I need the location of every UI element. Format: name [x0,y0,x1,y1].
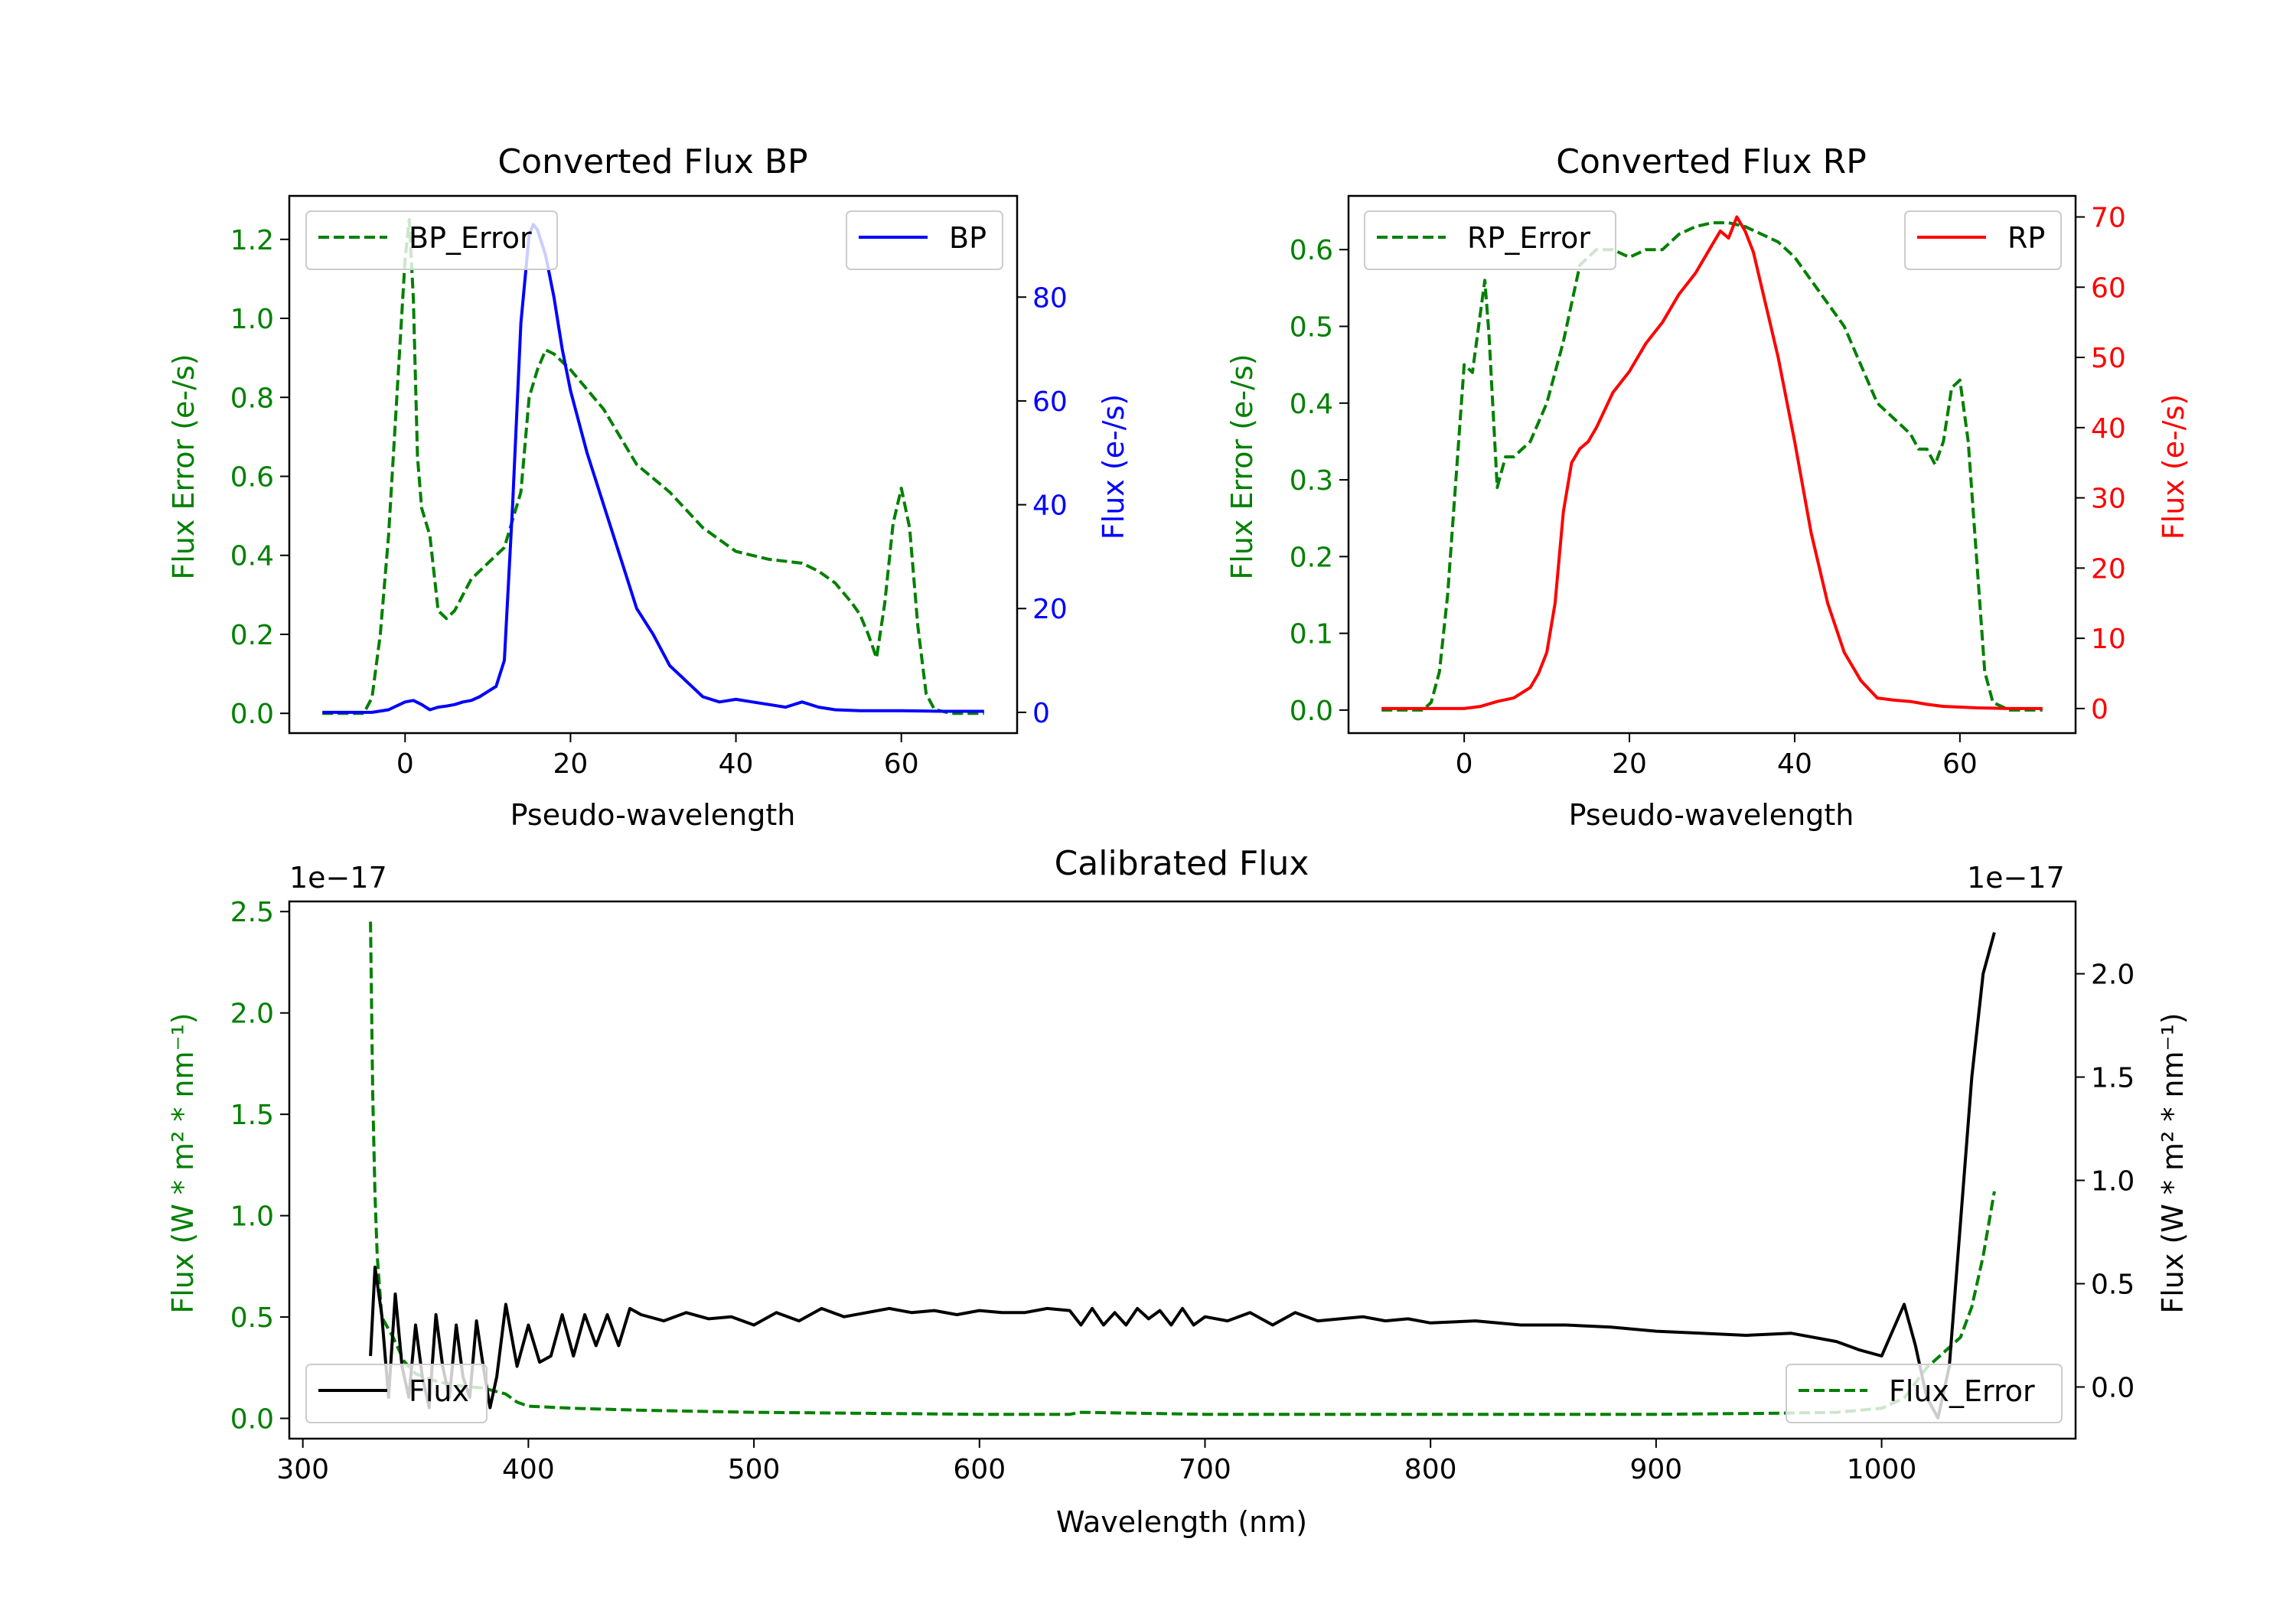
bp-series-bp-error-line [322,218,984,715]
rp-y-left-tick-label: 0.3 [1290,465,1333,497]
bp-x-tick-label: 60 [884,748,919,780]
rp-y-right-tick-label: 70 [2091,203,2126,234]
rp-y-right-tick-label: 50 [2091,343,2126,374]
rp-legend-right-label: RP [2007,221,2045,255]
bp-legend-left: BP_Error [305,210,558,270]
bp-legend-right: BP [846,210,1003,270]
bp-y-right-tick-label: 0 [1032,698,1050,729]
rp-y-left-tick-label: 0.2 [1290,542,1333,573]
cal-legend-left: Flux [305,1364,488,1423]
bp-x-tick-label: 40 [719,748,754,780]
bp-series-bp-line [322,223,984,714]
bp-y-right-tick-label: 40 [1032,491,1068,522]
rp-y-right-tick-label: 20 [2091,553,2126,585]
rp-x-tick-label: 60 [1942,748,1978,780]
cal-y-right-tick-label: 1.5 [2091,1063,2135,1094]
cal-y-left-tick-label: 1.5 [230,1100,274,1131]
rp-y-right-axis-label: Flux (e-/s) [2157,394,2190,539]
cal-y-left-tick-label: 1.0 [230,1201,274,1233]
cal-y-right-tick-label: 0.5 [2091,1270,2135,1301]
cal-x-tick-label: 600 [953,1454,1006,1485]
rp-x-axis-label: Pseudo-wavelength [1569,798,1854,832]
rp-x-tick-label: 20 [1612,748,1647,780]
cal-x-tick-label: 900 [1630,1454,1683,1485]
rp-y-right-tick-label: 40 [2091,413,2126,445]
cal-x-axis-label: Wavelength (nm) [1056,1505,1307,1539]
cal-y-left-tick-label: 0.0 [230,1404,274,1436]
bp-chart-title: Converted Flux BP [497,142,807,181]
rp-y-left-tick-label: 0.4 [1290,389,1333,420]
rp-y-right-tick-label: 10 [2091,624,2126,655]
rp-x-tick-label: 0 [1456,748,1473,780]
cal-plot-frame [288,900,2077,1440]
rp-legend-right: RP [1904,210,2062,270]
rp-series-rp-error-line [1381,221,2043,712]
bp-legend-right-label: BP [949,221,987,255]
bp-y-left-tick-label: 0.4 [230,541,274,572]
bp-x-tick-label: 0 [396,748,414,780]
cal-x-tick-label: 400 [502,1454,555,1485]
cal-y-left-tick-label: 2.0 [230,999,274,1030]
cal-y-left-tick-label: 2.5 [230,897,274,928]
cal-y-right-axis-label: Flux (W * m² * nm⁻¹) [2156,1012,2190,1313]
bp-y-left-tick-label: 0.8 [230,383,274,414]
rp-legend-left: RP_Error [1364,210,1616,270]
bp-x-axis-label: Pseudo-wavelength [510,798,796,832]
cal-y-right-tick-label: 0.0 [2091,1373,2135,1404]
bp-y-left-axis-label: Flux Error (e-/s) [167,354,201,579]
rp-y-right-tick-label: 0 [2091,694,2108,725]
cal-legend-right-label: Flux_Error [1889,1374,2035,1408]
bp-y-right-tick-label: 60 [1032,386,1068,418]
rp-legend-left-label: RP_Error [1467,221,1590,255]
rp-y-left-tick-label: 0.5 [1290,311,1333,343]
bp-plot-frame [288,194,1019,735]
cal-x-tick-label: 800 [1404,1454,1457,1485]
bp-y-left-tick-label: 0.6 [230,461,274,493]
cal-x-tick-label: 700 [1179,1454,1231,1485]
rp-series-rp-line [1381,215,2043,710]
cal-offset-left: 1e−17 [289,861,387,895]
rp-chart-title: Converted Flux RP [1556,142,1867,181]
cal-y-right-tick-label: 1.0 [2091,1166,2135,1198]
cal-series-flux-line [369,931,1996,1420]
bp-y-left-tick-label: 0.2 [230,620,274,651]
cal-x-tick-label: 1000 [1847,1454,1917,1485]
cal-y-right-tick-label: 2.0 [2091,960,2135,991]
rp-y-left-axis-label: Flux Error (e-/s) [1225,354,1259,579]
bp-y-left-tick-label: 1.2 [230,225,274,256]
cal-x-tick-label: 500 [728,1454,781,1485]
rp-y-left-tick-label: 0.0 [1290,696,1333,727]
cal-legend-left-label: Flux [409,1374,469,1408]
cal-y-left-tick-label: 0.5 [230,1302,274,1334]
cal-y-left-axis-label: Flux (W * m² * nm⁻¹) [166,1012,200,1313]
rp-x-tick-label: 40 [1777,748,1812,780]
bp-y-left-tick-label: 0.0 [230,699,274,730]
rp-y-left-tick-label: 0.6 [1290,235,1333,266]
rp-plot-frame [1347,194,2077,735]
cal-x-tick-label: 300 [276,1454,329,1485]
rp-y-left-tick-label: 0.1 [1290,619,1333,650]
bp-y-right-axis-label: Flux (e-/s) [1097,394,1130,539]
bp-legend-left-label: BP_Error [409,221,532,255]
rp-y-right-tick-label: 30 [2091,484,2126,515]
cal-legend-right: Flux_Error [1786,1364,2063,1423]
rp-y-right-tick-label: 60 [2091,272,2126,304]
cal-offset-right: 1e−17 [1967,861,2065,895]
bp-y-right-tick-label: 20 [1032,594,1068,625]
cal-chart-title: Calibrated Flux [1055,844,1309,883]
bp-x-tick-label: 20 [553,748,589,780]
bp-y-right-tick-label: 80 [1032,282,1068,314]
bp-y-left-tick-label: 1.0 [230,304,274,335]
